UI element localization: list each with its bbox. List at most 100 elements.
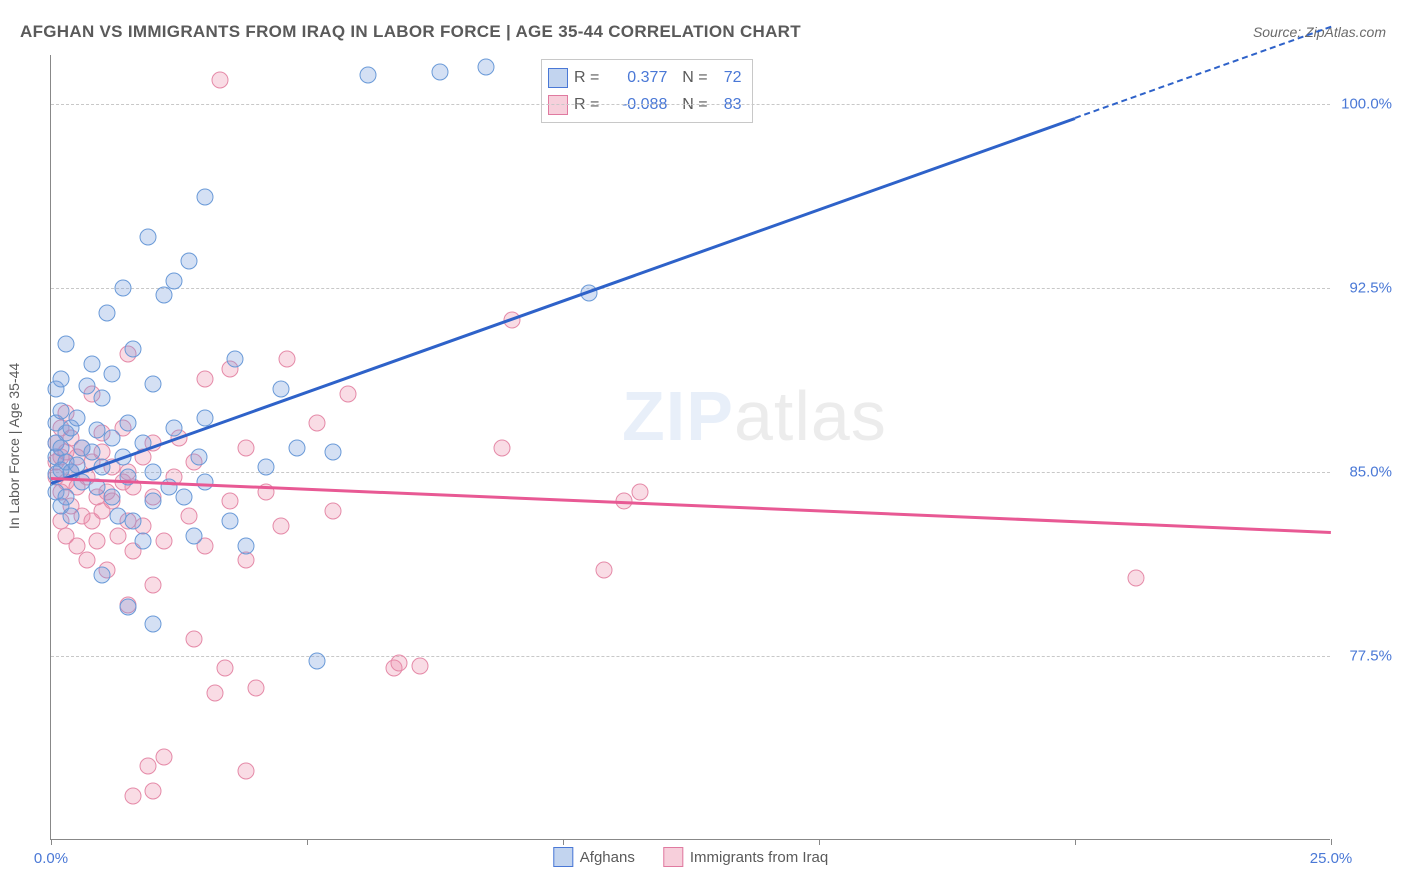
scatter-point-a	[227, 351, 244, 368]
x-tick	[819, 839, 820, 845]
y-tick-label: 100.0%	[1341, 96, 1392, 113]
gridline	[51, 288, 1330, 289]
scatter-point-a	[273, 380, 290, 397]
x-tick-label: 0.0%	[34, 850, 68, 867]
scatter-point-a	[324, 444, 341, 461]
gridline	[51, 104, 1330, 105]
scatter-point-a	[145, 464, 162, 481]
scatter-point-a	[104, 365, 121, 382]
stats-row-a: R = 0.377 N = 72	[548, 64, 742, 91]
y-tick-label: 85.0%	[1349, 464, 1392, 481]
scatter-point-a	[53, 370, 70, 387]
scatter-point-b	[196, 370, 213, 387]
scatter-point-b	[222, 493, 239, 510]
scatter-point-b	[140, 758, 157, 775]
scatter-point-b	[206, 684, 223, 701]
scatter-point-b	[273, 518, 290, 535]
legend-swatch-a-icon	[553, 847, 573, 867]
scatter-point-a	[58, 336, 75, 353]
y-tick-label: 77.5%	[1349, 648, 1392, 665]
trend-line	[51, 477, 1331, 533]
scatter-point-b	[78, 552, 95, 569]
scatter-point-b	[278, 351, 295, 368]
scatter-point-a	[104, 488, 121, 505]
x-tick-label: 25.0%	[1310, 850, 1353, 867]
scatter-point-a	[99, 304, 116, 321]
scatter-point-a	[432, 64, 449, 81]
scatter-point-b	[1128, 569, 1145, 586]
scatter-point-b	[181, 508, 198, 525]
scatter-point-a	[135, 532, 152, 549]
scatter-point-a	[186, 527, 203, 544]
scatter-point-a	[83, 356, 100, 373]
scatter-point-a	[191, 449, 208, 466]
legend-item-iraq: Immigrants from Iraq	[663, 847, 828, 867]
scatter-point-a	[68, 410, 85, 427]
scatter-point-a	[145, 616, 162, 633]
scatter-point-b	[211, 71, 228, 88]
scatter-point-b	[186, 630, 203, 647]
scatter-point-b	[595, 562, 612, 579]
scatter-point-a	[258, 459, 275, 476]
scatter-point-a	[222, 513, 239, 530]
scatter-point-a	[145, 375, 162, 392]
scatter-point-a	[196, 189, 213, 206]
chart-title: AFGHAN VS IMMIGRANTS FROM IRAQ IN LABOR …	[20, 22, 801, 42]
scatter-point-a	[165, 272, 182, 289]
scatter-point-a	[124, 513, 141, 530]
scatter-point-a	[58, 488, 75, 505]
scatter-point-b	[237, 763, 254, 780]
y-axis-label: In Labor Force | Age 35-44	[6, 363, 22, 529]
scatter-point-b	[217, 660, 234, 677]
stat-n-a: 72	[714, 64, 742, 91]
scatter-point-b	[145, 576, 162, 593]
scatter-point-a	[140, 228, 157, 245]
scatter-point-a	[94, 390, 111, 407]
scatter-point-a	[119, 414, 136, 431]
scatter-point-b	[309, 414, 326, 431]
scatter-point-a	[145, 493, 162, 510]
scatter-point-a	[196, 473, 213, 490]
scatter-point-a	[309, 652, 326, 669]
legend-item-afghans: Afghans	[553, 847, 635, 867]
watermark-bold: ZIP	[622, 377, 734, 455]
x-tick	[307, 839, 308, 845]
trend-line	[51, 117, 1076, 484]
scatter-point-a	[165, 419, 182, 436]
scatter-point-a	[114, 280, 131, 297]
scatter-point-b	[493, 439, 510, 456]
stat-r-label: R =	[574, 64, 599, 91]
x-tick	[1075, 839, 1076, 845]
x-tick	[1331, 839, 1332, 845]
scatter-point-a	[63, 508, 80, 525]
scatter-point-b	[237, 552, 254, 569]
scatter-point-a	[78, 378, 95, 395]
scatter-point-a	[94, 567, 111, 584]
header: AFGHAN VS IMMIGRANTS FROM IRAQ IN LABOR …	[20, 22, 1386, 42]
scatter-point-a	[478, 59, 495, 76]
scatter-point-b	[237, 439, 254, 456]
scatter-point-a	[155, 287, 172, 304]
legend: Afghans Immigrants from Iraq	[553, 847, 828, 867]
scatter-point-b	[391, 655, 408, 672]
scatter-point-b	[411, 657, 428, 674]
gridline	[51, 472, 1330, 473]
stat-r-a: 0.377	[605, 64, 667, 91]
chart-area: ZIPatlas R = 0.377 N = 72 R = -0.088 N =…	[50, 55, 1330, 840]
scatter-point-b	[155, 532, 172, 549]
scatter-point-a	[176, 488, 193, 505]
x-tick	[51, 839, 52, 845]
legend-swatch-b-icon	[663, 847, 683, 867]
scatter-point-a	[124, 341, 141, 358]
stat-n-label: N =	[673, 64, 707, 91]
source-label: Source: ZipAtlas.com	[1253, 24, 1386, 40]
scatter-point-a	[104, 429, 121, 446]
scatter-point-b	[324, 503, 341, 520]
y-tick-label: 92.5%	[1349, 280, 1392, 297]
stats-box: R = 0.377 N = 72 R = -0.088 N = 83	[541, 59, 753, 123]
scatter-point-b	[109, 527, 126, 544]
scatter-point-b	[89, 532, 106, 549]
scatter-point-b	[247, 679, 264, 696]
scatter-point-b	[124, 787, 141, 804]
swatch-afghans-icon	[548, 68, 568, 88]
